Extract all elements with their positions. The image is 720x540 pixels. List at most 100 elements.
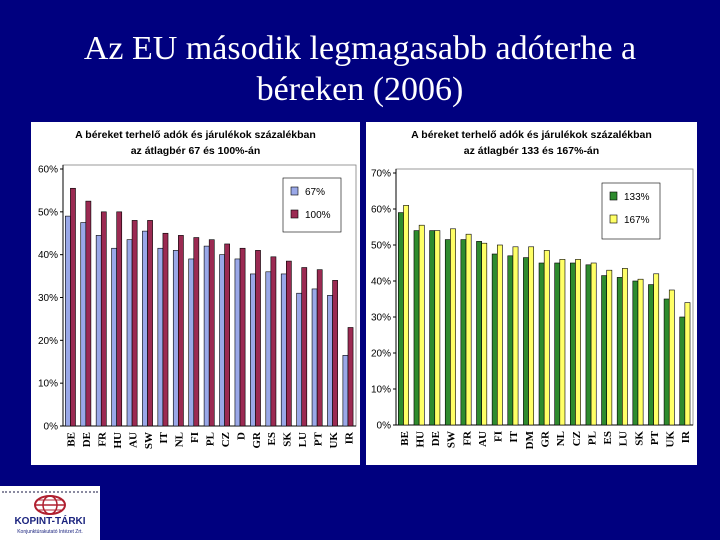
chart-0-xtick-label: UK — [328, 432, 340, 449]
chart-1-bar-FI-0 — [491, 253, 498, 426]
chart-1-bar-GR-1 — [543, 250, 550, 426]
chart-1-bar-BE-1 — [403, 205, 409, 426]
chart-0-ytick-label: 20% — [38, 336, 58, 347]
chart-left: A béreket terhelő adók és járulékok száz… — [31, 122, 360, 465]
chart-0-bar-GR-0 — [250, 273, 256, 427]
chart-1-xtick-label: PL — [586, 431, 598, 445]
chart-0-bar-NL-0 — [172, 250, 179, 427]
chart-1-bar-UK-1 — [668, 289, 675, 426]
chart-left-svg: A béreket terhelő adók és járulékok száz… — [38, 129, 357, 449]
chart-1-bar-PL-0 — [585, 264, 592, 426]
slide-title: Az EU második legmagasabb adóterhe a bér… — [0, 28, 720, 110]
slide-title-line1: Az EU második legmagasabb adóterhe a — [83, 30, 637, 67]
chart-0-ytick-label: 40% — [38, 250, 58, 261]
chart-0-ytick-label: 10% — [38, 379, 58, 390]
chart-0-legend-swatch — [290, 209, 299, 219]
chart-0-legend-label: 100% — [305, 210, 331, 221]
chart-1-xtick-label: UK — [665, 431, 677, 448]
chart-0-bar-FR-1 — [100, 211, 107, 427]
chart-1-bar-IR-0 — [679, 316, 686, 426]
logo-subtitle: Konjunktúrakutató Intézet Zrt. — [17, 529, 83, 535]
chart-1-bar-FR-0 — [460, 239, 467, 426]
chart-0-bar-GR-1 — [255, 250, 261, 427]
chart-0-bar-HU-1 — [116, 211, 123, 427]
chart-1-bar-PT-1 — [653, 273, 660, 426]
chart-1-legend-swatch — [609, 214, 618, 224]
chart-0-legend-label: 67% — [305, 187, 325, 198]
chart-1-xtick-label: AU — [477, 431, 489, 447]
slide-title-line2: béreken (2006) — [256, 71, 464, 108]
chart-0-xtick-label: FI — [189, 432, 201, 443]
chart-1-xtick-label: IR — [680, 430, 692, 443]
chart-0-bar-SW-1 — [147, 220, 153, 427]
chart-0-xtick-label: BE — [66, 432, 78, 447]
chart-1-bar-SW-0 — [444, 239, 451, 426]
chart-1-xtick-label: LU — [618, 431, 630, 446]
logo-dots-top — [2, 491, 98, 495]
chart-1-xtick-label: GR — [540, 430, 552, 448]
footer-bar — [0, 486, 720, 540]
chart-0-bar-AU-0 — [126, 239, 133, 427]
chart-1-bar-NL-0 — [554, 262, 561, 426]
chart-1-bar-FR-1 — [465, 233, 472, 426]
chart-0-legend-swatch — [290, 186, 299, 196]
chart-1-bar-DE-1 — [434, 230, 441, 426]
chart-1-bar-HU-1 — [418, 224, 425, 426]
chart-0-xtick-label: GR — [251, 431, 263, 449]
chart-0-legend — [282, 177, 342, 233]
globe-icon — [34, 495, 66, 515]
chart-1-xtick-label: FR — [461, 430, 473, 446]
chart-0-bar-AU-1 — [131, 220, 138, 427]
chart-0-bar-CZ-0 — [219, 254, 225, 427]
chart-1-bar-PL-1 — [590, 262, 597, 426]
chart-1-xtick-label: DE — [430, 431, 442, 446]
chart-0-bar-UK-0 — [327, 295, 333, 427]
chart-0-title-line1: A béreket terhelő adók és járulékok száz… — [75, 129, 316, 141]
chart-1-ytick-label: 50% — [371, 241, 391, 252]
chart-1-ytick-label: 20% — [371, 349, 391, 360]
chart-1-title-line1: A béreket terhelő adók és járulékok száz… — [411, 129, 652, 141]
chart-1-xtick-label: IT — [508, 430, 520, 442]
chart-0-bar-PL-1 — [208, 239, 215, 427]
chart-0-title-line2: az átlagbér 67 és 100%-án — [131, 145, 261, 157]
chart-1-bar-PT-0 — [648, 284, 654, 426]
chart-1-ytick-label: 10% — [371, 385, 391, 396]
chart-1-bar-LU-0 — [616, 277, 623, 426]
chart-0-ytick-label: 50% — [38, 207, 58, 218]
logo-name: KOPINT-TÁRKI — [14, 516, 86, 527]
chart-1-ytick-label: 0% — [377, 421, 392, 432]
chart-0-xtick-label: CZ — [220, 432, 232, 447]
chart-1-bar-AU-1 — [481, 242, 488, 426]
chart-0-bar-ES-1 — [270, 256, 277, 427]
chart-0-bar-BE-1 — [70, 187, 76, 427]
chart-0-xtick-label: LU — [297, 432, 309, 447]
chart-0-bar-SK-0 — [280, 273, 287, 427]
chart-1-xtick-label: CZ — [571, 431, 583, 446]
chart-0-ytick-label: 60% — [38, 165, 58, 176]
chart-1-xtick-label: NL — [555, 431, 567, 446]
chart-1-bar-DM-0 — [523, 257, 529, 426]
chart-right-svg: A béreket terhelő adók és járulékok száz… — [371, 129, 694, 449]
chart-0-bar-PL-0 — [203, 245, 210, 427]
chart-0-bar-PT-1 — [316, 269, 323, 427]
chart-1-bar-BE-0 — [398, 212, 404, 426]
chart-1-ytick-label: 60% — [371, 205, 391, 216]
chart-1-bar-ES-0 — [601, 275, 608, 426]
chart-0-xtick-label: NL — [174, 432, 186, 447]
chart-0-bar-SW-0 — [142, 230, 148, 427]
chart-0-xtick-label: IR — [343, 431, 355, 444]
chart-0-xtick-label: SW — [143, 432, 155, 449]
chart-1-bar-ES-1 — [606, 269, 613, 426]
chart-0-bar-UK-1 — [332, 280, 338, 427]
chart-1-bar-LU-1 — [622, 268, 628, 426]
chart-0-bar-BE-0 — [65, 215, 71, 427]
chart-1-bar-SK-0 — [632, 280, 639, 426]
chart-0-bar-LU-0 — [296, 292, 303, 427]
chart-0-bar-FI-1 — [193, 237, 200, 427]
chart-0-xtick-label: IT — [158, 431, 170, 443]
chart-0-xtick-label: FR — [97, 431, 109, 447]
chart-0-bar-D-0 — [234, 258, 241, 427]
chart-0-xtick-label: AU — [127, 432, 139, 448]
chart-1-xtick-label: PT — [649, 430, 661, 445]
chart-0-xtick-label: DE — [81, 432, 93, 447]
